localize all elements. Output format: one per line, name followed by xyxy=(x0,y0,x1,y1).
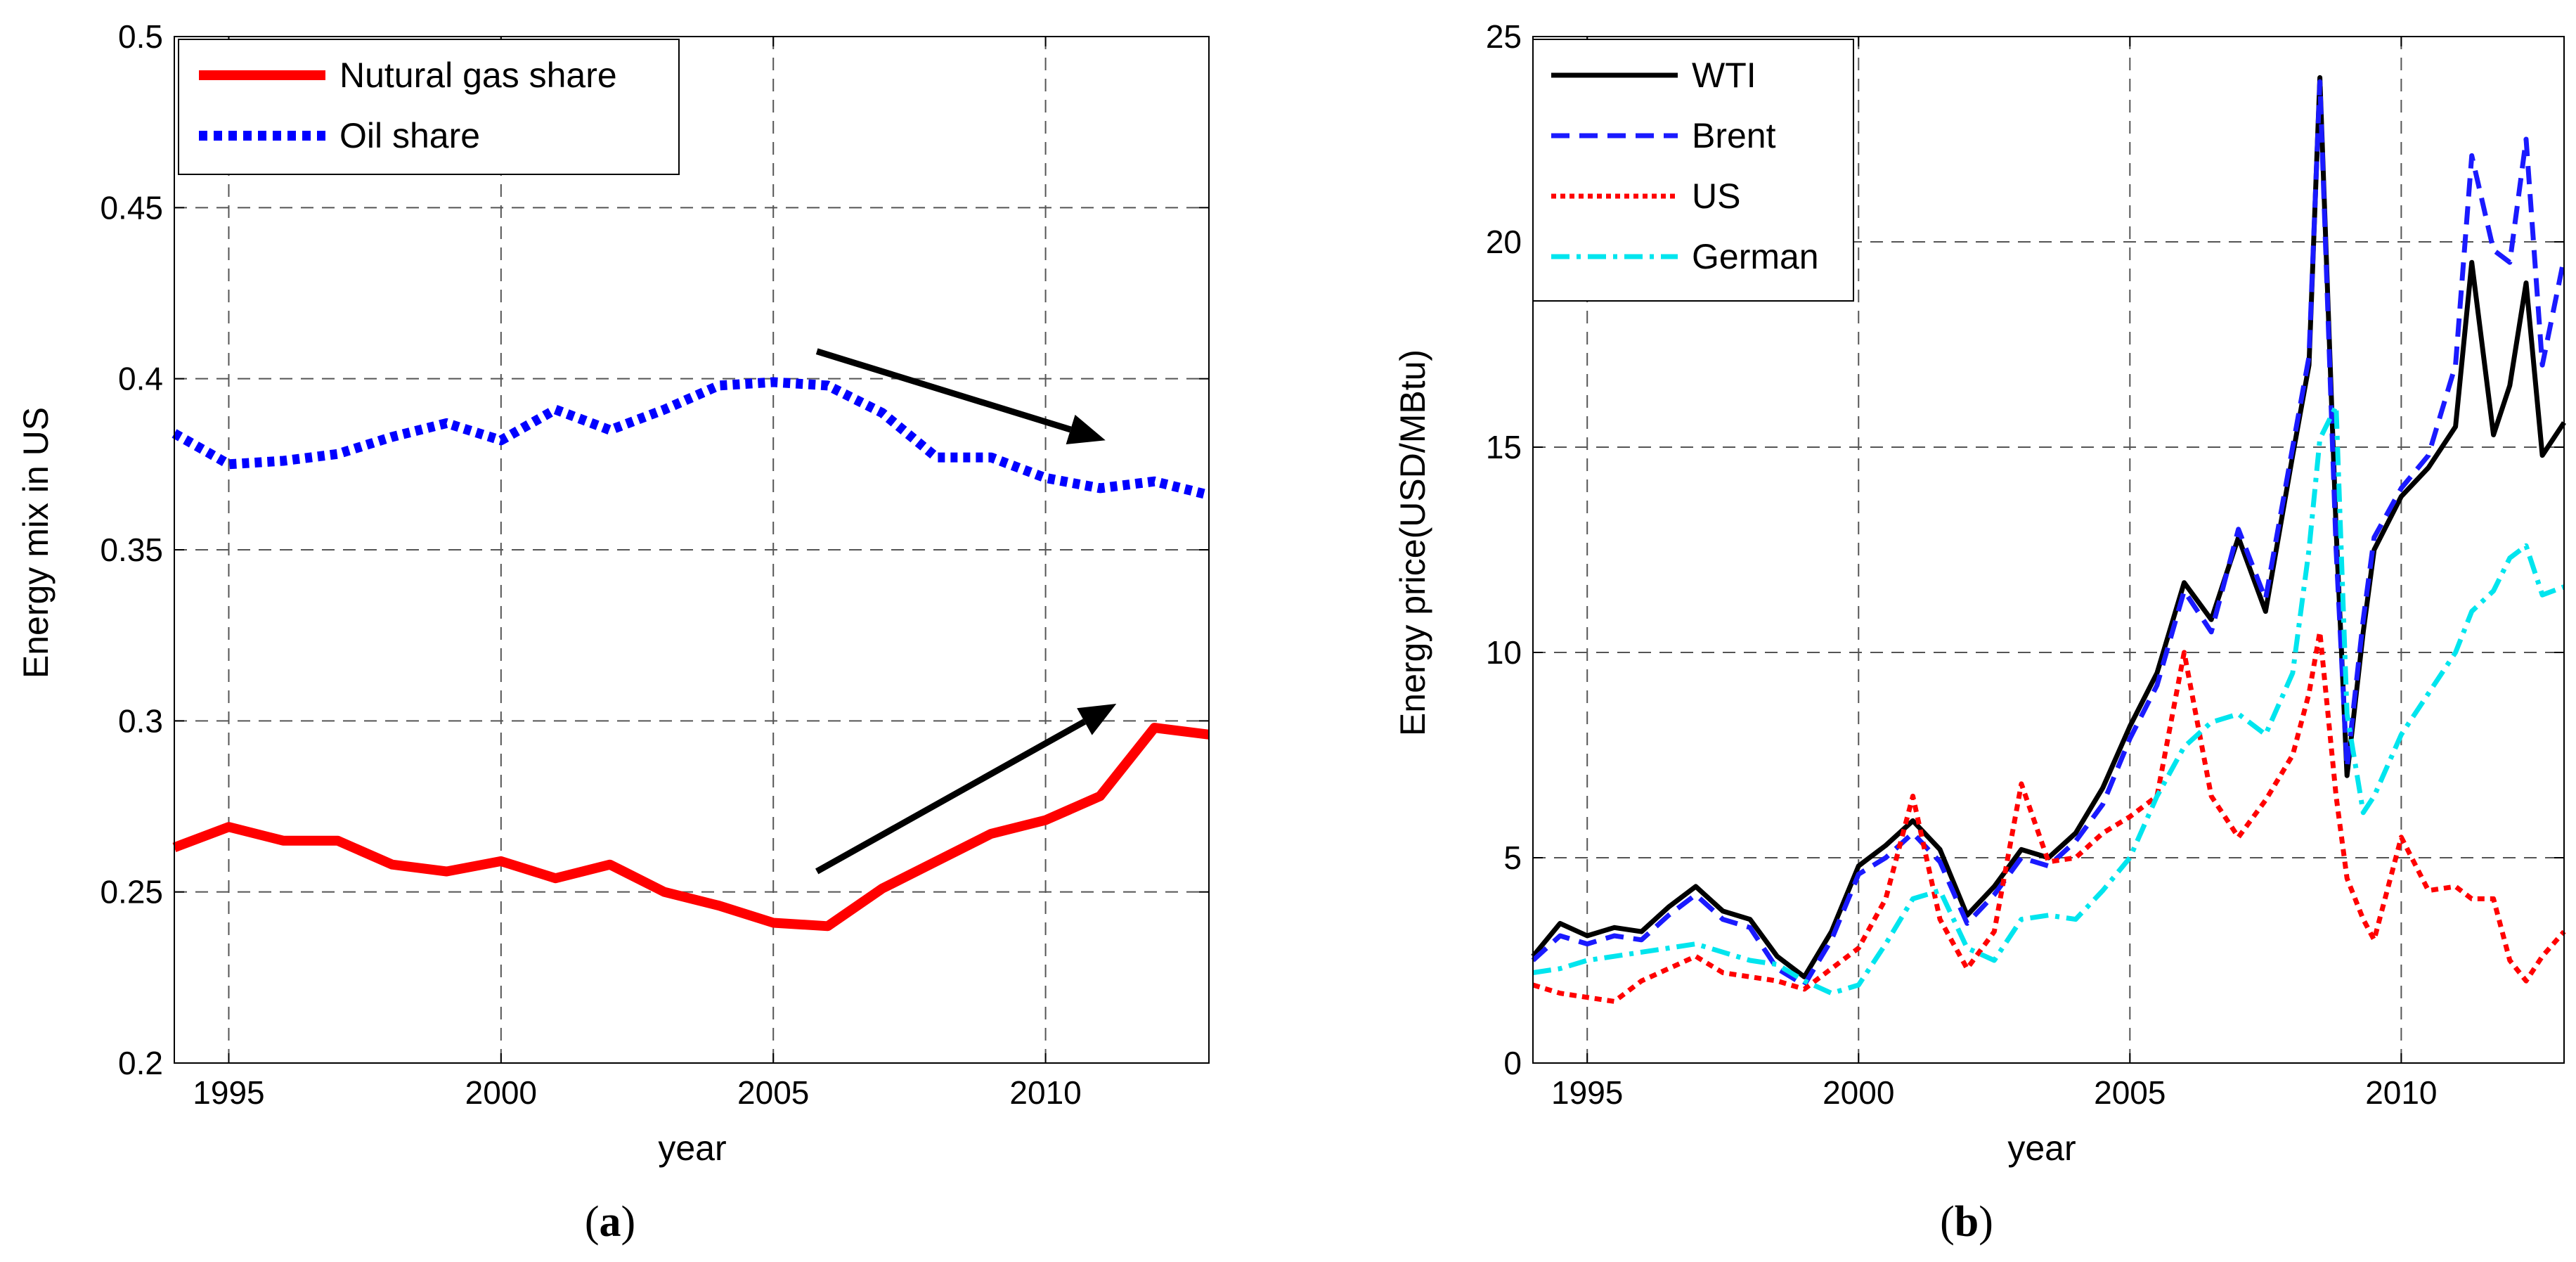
chart-a-legend-label-gas: Nutural gas share xyxy=(339,56,617,95)
chart-b-legend-box xyxy=(1532,39,1854,302)
chart-b-y-tick-labels: 0 5 10 15 20 25 xyxy=(1486,18,1522,1081)
b-ytick-label: 10 xyxy=(1486,634,1522,671)
a-trend-arrow-head xyxy=(1066,414,1106,444)
chart-b-caption: (b) xyxy=(1940,1198,1993,1246)
b-ytick-label: 5 xyxy=(1503,839,1522,876)
a-xtick-label: 2005 xyxy=(737,1074,809,1111)
chart-a-ylabel: Energy mix in US xyxy=(16,407,56,678)
chart-a-legend: Nutural gas share Oil share xyxy=(178,39,680,175)
a-xtick-label: 2000 xyxy=(465,1074,537,1111)
b-xtick-label: 2010 xyxy=(2365,1074,2437,1111)
chart-b-series xyxy=(1531,75,2567,1004)
a-ytick-label: 0.45 xyxy=(100,189,163,226)
chart-a: 1995 2000 2005 2010 0.20.250.30.350.40.450.… xyxy=(16,18,1210,1246)
chart-a-legend-box xyxy=(178,39,680,175)
a-series-nutural-gas-share xyxy=(172,723,1210,932)
a-ytick-label: 0.2 xyxy=(118,1045,163,1081)
chart-b-legend: WTI Brent US German xyxy=(1532,39,1854,302)
chart-b-ticks xyxy=(1533,36,2564,1064)
a-ytick-label: 0.3 xyxy=(118,702,163,739)
b-xtick-label: 2005 xyxy=(2094,1074,2166,1111)
a-ytick-label: 0.5 xyxy=(118,18,163,55)
chart-b-plot-frame xyxy=(1532,36,2565,1064)
chart-a-caption-letter: a xyxy=(600,1198,621,1246)
b-series-us xyxy=(1532,629,2566,1004)
chart-b-xlabel: year xyxy=(2007,1128,2076,1168)
chart-b-x-tick-labels: 1995 2000 2005 2010 xyxy=(1551,1074,2438,1111)
chart-b-legend-label-brent: Brent xyxy=(1692,116,1776,155)
chart-a-caption: (a) xyxy=(585,1198,635,1246)
chart-a-series xyxy=(171,377,1210,932)
a-xtick-label: 2010 xyxy=(1009,1074,1081,1111)
chart-b-legend-label-german: German xyxy=(1692,237,1819,276)
b-ytick-label: 20 xyxy=(1486,224,1522,260)
b-ytick-label: 25 xyxy=(1486,18,1522,55)
chart-a-caption-open: ( xyxy=(585,1198,600,1246)
chart-b-caption-open: ( xyxy=(1940,1198,1955,1246)
chart-b: 1995 2000 2005 2010 0 5 10 15 20 25 year Energy … xyxy=(1393,18,2567,1246)
b-series-german xyxy=(1532,404,2565,996)
b-ytick-label: 0 xyxy=(1503,1045,1522,1081)
chart-b-ylabel: Energy price(USD/MBtu) xyxy=(1393,349,1432,736)
a-series-oil-share xyxy=(171,377,1210,500)
b-ytick-label: 15 xyxy=(1486,429,1522,465)
chart-b-caption-letter: b xyxy=(1955,1198,1979,1246)
chart-a-x-tick-labels: 1995 2000 2005 2010 xyxy=(193,1074,1081,1111)
chart-a-caption-close: ) xyxy=(621,1198,636,1246)
a-trend-arrow-head xyxy=(1077,704,1117,735)
b-xtick-label: 2000 xyxy=(1823,1074,1894,1111)
a-ytick-label: 0.4 xyxy=(118,361,163,397)
chart-a-annotations xyxy=(815,348,1117,875)
a-ytick-label: 0.25 xyxy=(100,874,163,910)
a-trend-arrow-shaft xyxy=(815,348,1072,433)
a-trend-arrow-shaft xyxy=(815,719,1087,875)
chart-b-legend-label-wti: WTI xyxy=(1692,56,1756,95)
a-ytick-label: 0.35 xyxy=(100,532,163,568)
chart-a-xlabel: year xyxy=(658,1128,726,1168)
chart-b-legend-label-us: US xyxy=(1692,176,1740,216)
chart-b-caption-close: ) xyxy=(1979,1198,1993,1246)
chart-a-grid xyxy=(174,37,1209,1063)
b-series-brent xyxy=(1531,79,2567,988)
b-xtick-label: 1995 xyxy=(1551,1074,1623,1111)
b-series-wti xyxy=(1531,75,2566,979)
chart-a-y-tick-labels: 0.2 0.25 0.3 0.35 0.4 0.45 0.5 xyxy=(100,18,163,1081)
a-xtick-label: 1995 xyxy=(193,1074,264,1111)
chart-a-legend-label-oil: Oil share xyxy=(339,116,480,155)
